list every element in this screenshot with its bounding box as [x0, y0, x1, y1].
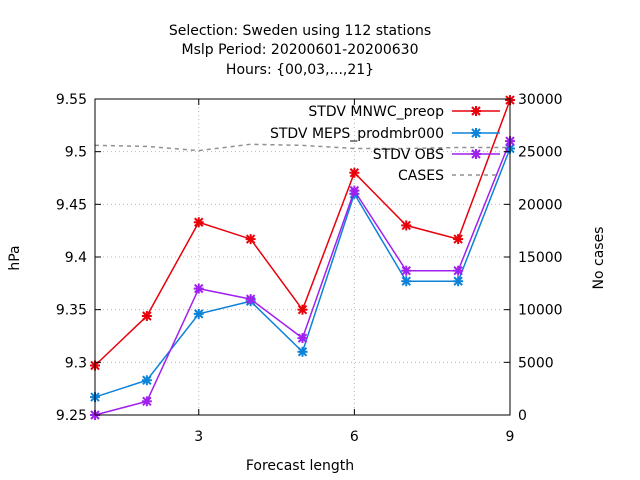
- data-point-stdv-meps-prodmbr000: [401, 276, 412, 287]
- data-point-stdv-mnwc-preop: [349, 167, 360, 178]
- y2-tick-label: 25000: [518, 145, 563, 161]
- y-tick-label: 9.5: [65, 145, 87, 161]
- data-point-stdv-obs: [141, 396, 152, 407]
- data-point-stdv-mnwc-preop: [297, 304, 308, 315]
- data-point-stdv-obs: [453, 265, 464, 276]
- data-point-stdv-obs: [193, 283, 204, 294]
- y2-axis-label: No cases: [591, 227, 607, 290]
- y2-tick-label: 15000: [518, 250, 563, 266]
- data-point-stdv-mnwc-preop: [453, 234, 464, 245]
- data-point-stdv-meps-prodmbr000: [297, 346, 308, 357]
- series-layer: [90, 95, 515, 420]
- data-point-stdv-mnwc-preop: [193, 217, 204, 228]
- y-tick-label: 9.45: [56, 197, 87, 213]
- legend-marker-stdv-mnwc-preop: [471, 106, 481, 116]
- legend-label-stdv-mnwc-preop: STDV MNWC_preop: [308, 104, 444, 120]
- y2-tick-label: 0: [518, 408, 527, 424]
- chart-title-line-2: Mslp Period: 20200601-20200630: [182, 42, 419, 58]
- y2-tick-label: 10000: [518, 303, 563, 319]
- x-tick-label: 9: [506, 429, 515, 445]
- data-point-stdv-mnwc-preop: [401, 220, 412, 231]
- legend-marker-stdv-obs: [471, 149, 481, 159]
- y-axis-label: hPa: [7, 245, 23, 270]
- data-point-stdv-meps-prodmbr000: [141, 375, 152, 386]
- chart-title-line-1: Selection: Sweden using 112 stations: [169, 23, 431, 39]
- y2-tick-label: 30000: [518, 92, 563, 108]
- legend-label-stdv-meps-prodmbr000: STDV MEPS_prodmbr000: [270, 126, 444, 142]
- grid: [95, 99, 510, 415]
- ticks: 9.25 9.3 9.35 9.4 9.45 9.5 9.55 0 5000 10000 15000…: [56, 92, 563, 445]
- y-tick-label: 9.25: [56, 408, 87, 424]
- legend: STDV MNWC_preop STDV MEPS_prodmbr000 STDV …: [270, 104, 500, 184]
- data-point-stdv-obs: [245, 294, 256, 305]
- series-line-stdv-meps-prodmbr000: [94, 148, 511, 398]
- legend-label-stdv-obs: STDV OBS: [373, 147, 444, 163]
- data-point-stdv-mnwc-preop: [141, 310, 152, 321]
- x-tick-label: 6: [350, 429, 359, 445]
- y2-tick-label: 5000: [518, 355, 554, 371]
- x-tick-label: 3: [194, 429, 203, 445]
- legend-marker-stdv-meps-prodmbr000: [471, 128, 481, 138]
- series-line-cases: [94, 143, 510, 152]
- data-point-stdv-meps-prodmbr000: [453, 276, 464, 287]
- y-tick-label: 9.35: [56, 303, 87, 319]
- y-tick-label: 9.3: [65, 355, 87, 371]
- y-tick-label: 9.4: [65, 250, 87, 266]
- data-point-stdv-meps-prodmbr000: [193, 308, 204, 319]
- y2-tick-label: 20000: [518, 197, 563, 213]
- x-axis-label: Forecast length: [246, 458, 354, 474]
- data-point-stdv-obs: [349, 185, 360, 196]
- data-point-stdv-mnwc-preop: [245, 234, 256, 245]
- y-tick-label: 9.55: [56, 92, 87, 108]
- data-point-stdv-obs: [401, 265, 412, 276]
- legend-label-cases: CASES: [398, 168, 444, 184]
- series-line-stdv-obs: [94, 140, 511, 416]
- data-point-stdv-obs: [297, 333, 308, 344]
- chart-title-line-3: Hours: {00,03,...,21}: [226, 62, 374, 78]
